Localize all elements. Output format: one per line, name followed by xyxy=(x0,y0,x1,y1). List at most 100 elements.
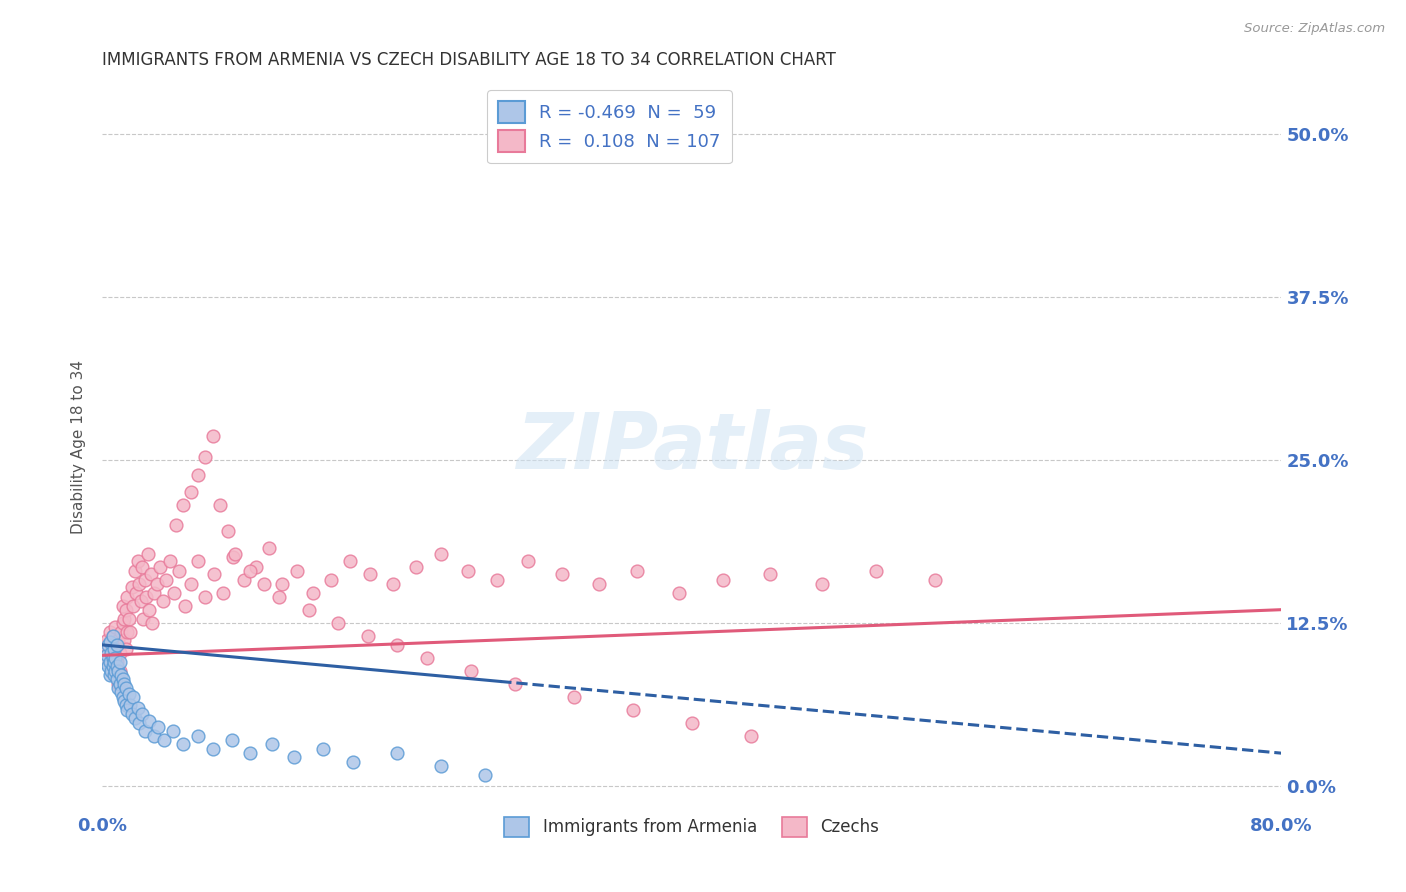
Point xyxy=(319,573,342,587)
Point xyxy=(180,576,202,591)
Point xyxy=(111,599,134,613)
Point xyxy=(222,550,245,565)
Point xyxy=(668,585,690,599)
Point xyxy=(142,729,165,743)
Text: ZIPatlas: ZIPatlas xyxy=(516,409,868,484)
Point xyxy=(110,685,132,699)
Point xyxy=(127,554,149,568)
Point xyxy=(104,638,127,652)
Point xyxy=(165,517,187,532)
Point xyxy=(108,677,131,691)
Point xyxy=(107,632,129,647)
Point xyxy=(194,590,217,604)
Point xyxy=(138,714,160,728)
Point xyxy=(810,576,832,591)
Point xyxy=(110,624,132,639)
Point xyxy=(360,567,382,582)
Point xyxy=(131,706,153,721)
Point xyxy=(97,638,120,652)
Point xyxy=(112,612,135,626)
Point xyxy=(101,651,124,665)
Point xyxy=(131,559,153,574)
Point xyxy=(135,590,157,604)
Point xyxy=(139,567,162,582)
Point xyxy=(283,750,305,764)
Point xyxy=(97,658,120,673)
Point xyxy=(356,629,378,643)
Point xyxy=(101,641,124,656)
Point xyxy=(253,576,276,591)
Point xyxy=(217,524,239,539)
Point xyxy=(173,599,195,613)
Point xyxy=(100,658,122,673)
Point xyxy=(271,576,294,591)
Point xyxy=(302,585,325,599)
Point xyxy=(415,651,437,665)
Point xyxy=(114,602,136,616)
Point xyxy=(114,641,136,656)
Point xyxy=(132,612,155,626)
Point xyxy=(172,737,194,751)
Point xyxy=(107,677,129,691)
Point xyxy=(103,668,125,682)
Point xyxy=(105,672,128,686)
Point xyxy=(101,658,124,673)
Point xyxy=(122,599,145,613)
Point xyxy=(100,664,122,678)
Point xyxy=(201,429,224,443)
Point xyxy=(98,635,121,649)
Point xyxy=(111,690,134,704)
Point xyxy=(104,620,127,634)
Point xyxy=(474,768,496,782)
Point xyxy=(128,716,150,731)
Point xyxy=(110,681,132,695)
Point xyxy=(129,593,152,607)
Point xyxy=(239,746,262,760)
Point xyxy=(112,677,135,691)
Point xyxy=(117,703,139,717)
Point xyxy=(98,646,121,660)
Point xyxy=(112,694,135,708)
Point xyxy=(108,655,131,669)
Point xyxy=(124,564,146,578)
Point xyxy=(125,585,148,599)
Point xyxy=(257,541,280,556)
Point xyxy=(172,498,194,512)
Point xyxy=(260,737,283,751)
Point xyxy=(312,742,335,756)
Point xyxy=(149,559,172,574)
Point xyxy=(155,573,177,587)
Point xyxy=(342,756,364,770)
Point xyxy=(128,576,150,591)
Point xyxy=(740,729,762,743)
Point xyxy=(224,547,246,561)
Point xyxy=(105,658,128,673)
Point xyxy=(153,733,176,747)
Point xyxy=(120,698,142,712)
Point xyxy=(103,651,125,665)
Point xyxy=(96,632,118,647)
Point xyxy=(136,547,159,561)
Legend: Immigrants from Armenia, Czechs: Immigrants from Armenia, Czechs xyxy=(498,810,886,844)
Point xyxy=(142,585,165,599)
Point xyxy=(297,602,319,616)
Point xyxy=(381,576,404,591)
Point xyxy=(562,690,585,704)
Point xyxy=(759,567,782,582)
Point xyxy=(124,711,146,725)
Point xyxy=(621,703,644,717)
Point xyxy=(101,629,124,643)
Point xyxy=(163,585,186,599)
Point xyxy=(97,655,120,669)
Point xyxy=(148,720,170,734)
Point xyxy=(118,688,141,702)
Point xyxy=(924,573,946,587)
Point xyxy=(127,700,149,714)
Point xyxy=(114,698,136,712)
Point xyxy=(94,655,117,669)
Point xyxy=(108,646,131,660)
Point xyxy=(107,664,129,678)
Point xyxy=(108,664,131,678)
Point xyxy=(865,564,887,578)
Point xyxy=(430,547,453,561)
